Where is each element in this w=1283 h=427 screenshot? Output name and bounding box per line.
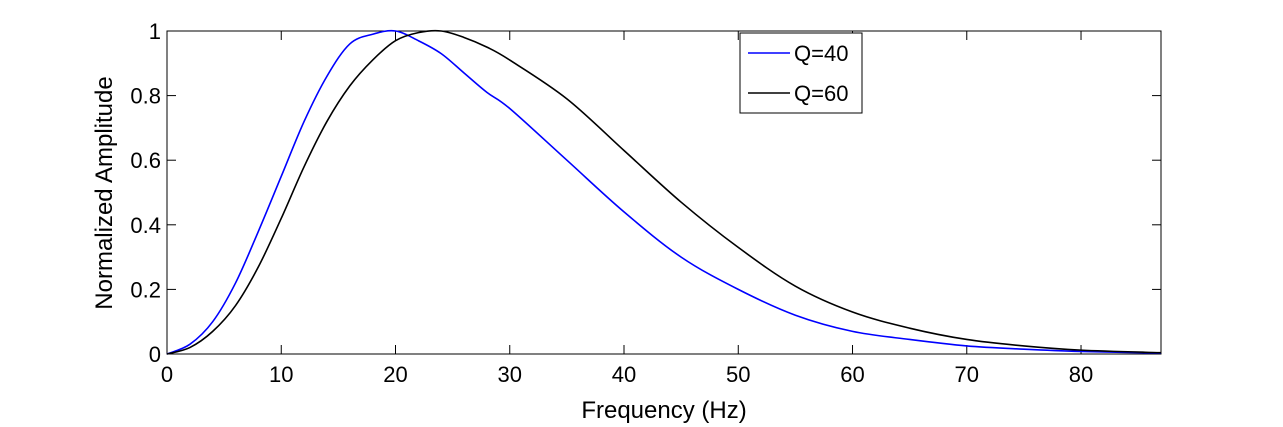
series-line-q60 [166, 29, 1162, 355]
legend-label-q40: Q=40 [794, 41, 848, 66]
series-line-q40 [166, 29, 1162, 355]
y-tick-label: 0.6 [130, 148, 161, 173]
y-tick-label: 0.4 [130, 213, 161, 238]
legend-label-q60: Q=60 [794, 81, 848, 106]
series-layer [166, 29, 1162, 355]
y-axis-ticks: 0 0.2 0.4 0.6 0.8 1 [130, 19, 1161, 367]
x-tick-label: 30 [498, 362, 522, 387]
y-tick-label: 0.8 [130, 84, 161, 109]
y-axis-label: Normalized Amplitude [91, 76, 118, 309]
x-tick-label: 10 [269, 362, 293, 387]
x-tick-label: 40 [612, 362, 636, 387]
x-axis-ticks: 0 10 20 30 40 50 60 70 80 [161, 31, 1093, 387]
legend-box [739, 32, 863, 114]
y-tick-label: 1 [149, 19, 161, 44]
x-axis-label: Frequency (Hz) [581, 397, 746, 424]
x-tick-label: 50 [726, 362, 750, 387]
x-tick-label: 70 [955, 362, 979, 387]
y-tick-label: 0.2 [130, 277, 161, 302]
y-tick-label: 0 [149, 342, 161, 367]
x-tick-label: 20 [383, 362, 407, 387]
x-tick-label: 0 [161, 362, 173, 387]
x-tick-label: 80 [1069, 362, 1093, 387]
x-tick-label: 60 [840, 362, 864, 387]
legend: Q=40 Q=60 [739, 32, 863, 114]
plot-area [166, 30, 1162, 355]
